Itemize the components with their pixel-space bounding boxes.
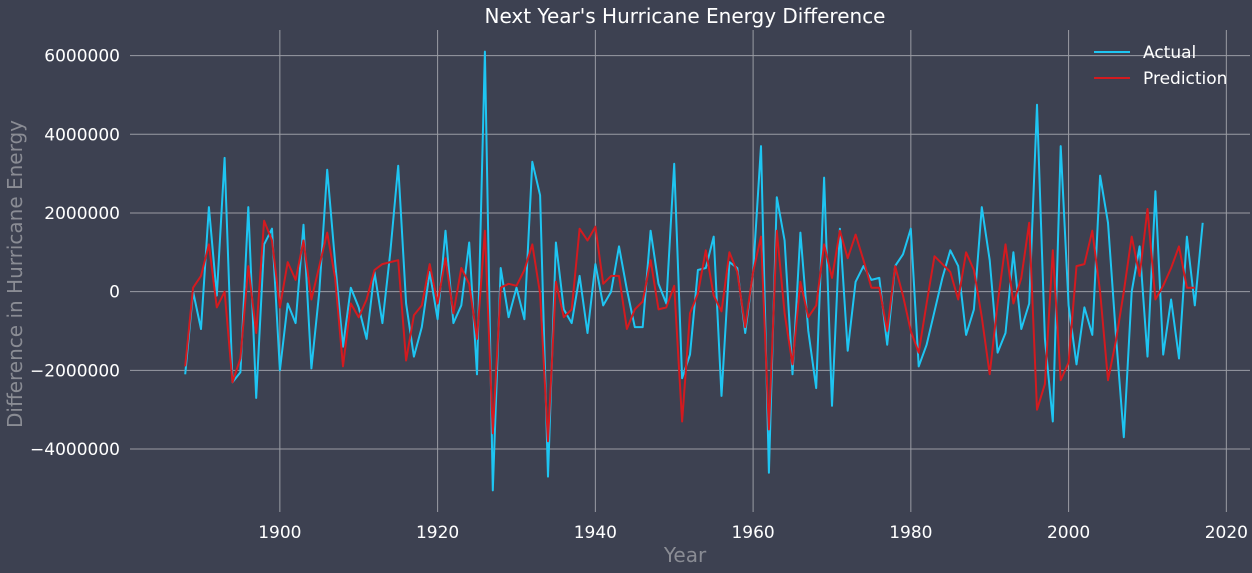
x-tick-label: 1960 xyxy=(731,523,774,543)
y-gridlines xyxy=(130,55,1250,450)
x-tick-label: 1980 xyxy=(889,523,932,543)
x-tick-label: 1900 xyxy=(258,523,301,543)
chart-title: Next Year's Hurricane Energy Difference xyxy=(484,4,885,28)
y-tick-label: 4000000 xyxy=(44,125,120,145)
legend: Actual Prediction xyxy=(1094,43,1227,89)
legend-label-actual: Actual xyxy=(1143,43,1196,63)
x-tick-label: 2000 xyxy=(1047,523,1090,543)
y-tick-label: 0 xyxy=(109,283,120,303)
y-tick-label: 2000000 xyxy=(44,204,120,224)
legend-label-prediction: Prediction xyxy=(1143,69,1227,89)
y-axis-label: Difference in Hurricane Energy xyxy=(3,120,27,428)
series-line-actual xyxy=(184,50,1204,492)
series-line-prediction xyxy=(184,208,1195,443)
x-tick-label: 1940 xyxy=(574,523,617,543)
y-tick-label: 6000000 xyxy=(44,47,120,67)
x-tick-labels: 1900 1920 1940 1960 1980 2000 2020 xyxy=(258,523,1248,543)
x-tick-label: 2020 xyxy=(1205,523,1248,543)
y-tick-label: −2000000 xyxy=(30,361,120,381)
x-axis-label: Year xyxy=(663,543,707,567)
x-tick-label: 1920 xyxy=(416,523,459,543)
y-tick-label: −4000000 xyxy=(30,440,120,460)
y-tick-labels: −4000000 −2000000 0 2000000 4000000 6000000 xyxy=(30,47,120,460)
plot-area xyxy=(184,50,1204,492)
